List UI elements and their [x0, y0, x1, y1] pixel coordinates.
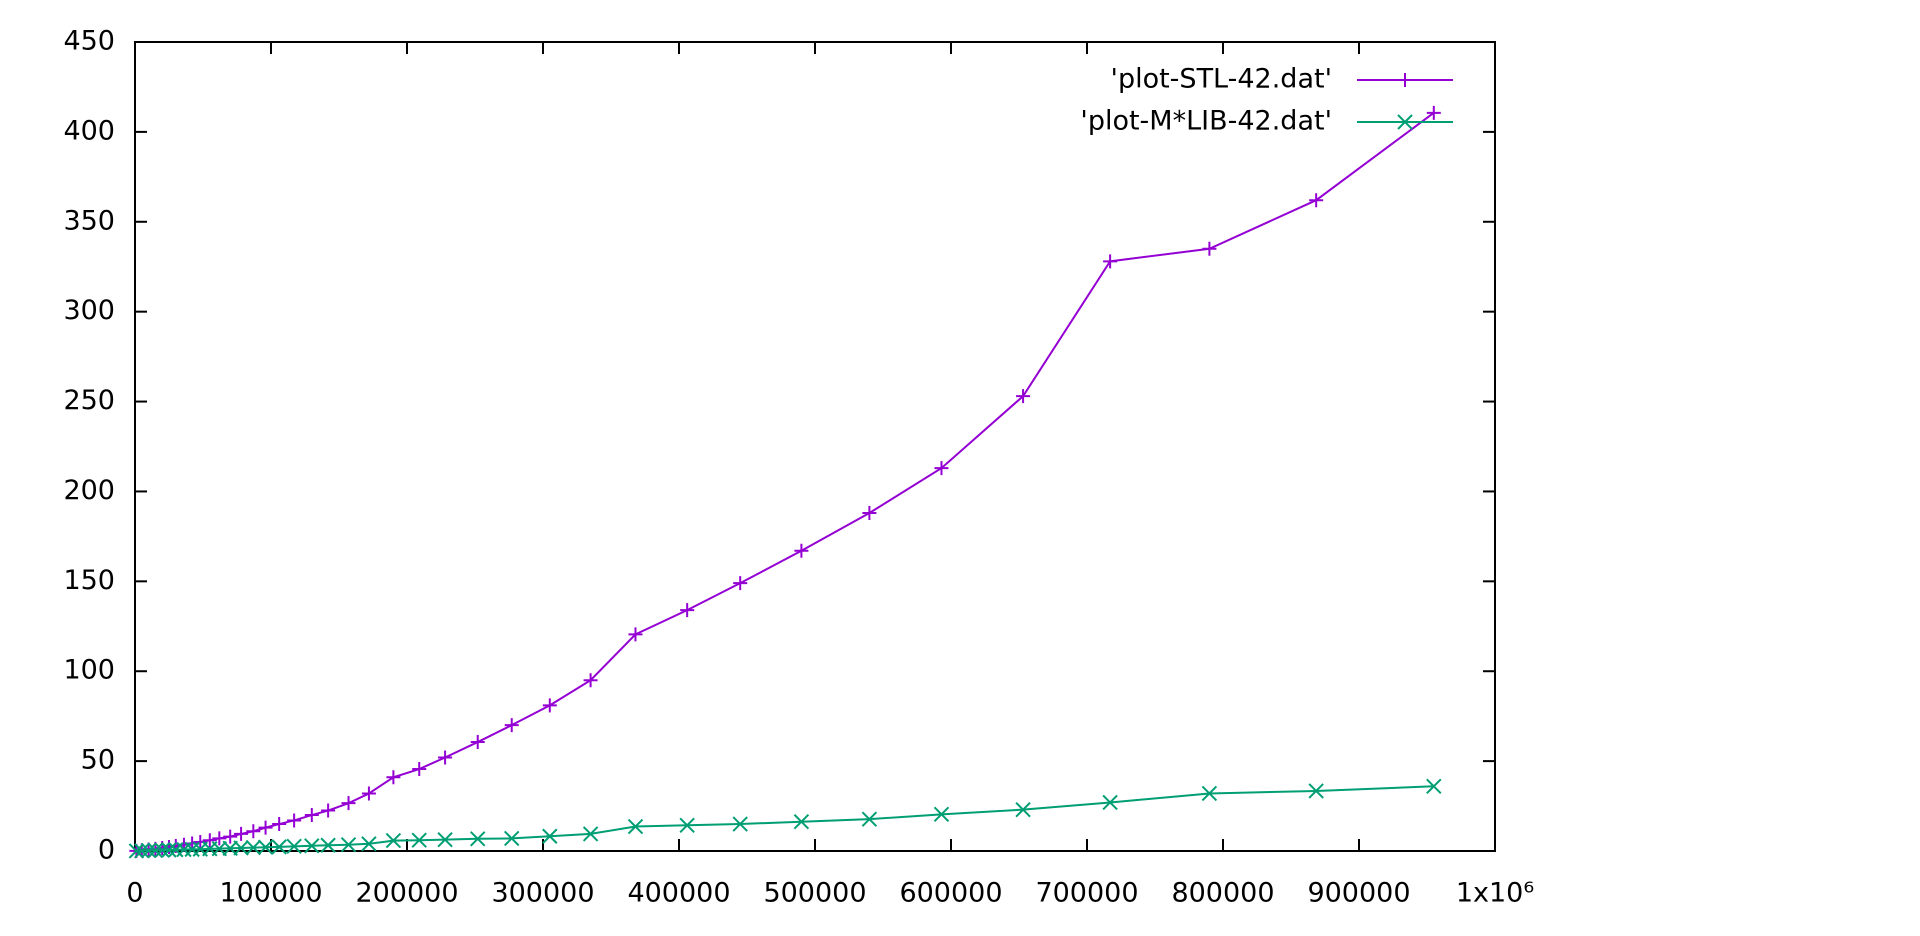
- point-marker: [128, 843, 145, 859]
- x-tick-label: 200000: [355, 878, 458, 909]
- point-marker: [286, 838, 302, 855]
- point-marker: [246, 824, 261, 839]
- point-marker: [193, 835, 208, 850]
- y-tick-label: 250: [63, 385, 115, 416]
- x-tick-label: 600000: [899, 878, 1002, 909]
- point-marker: [583, 673, 598, 688]
- point-marker: [257, 839, 274, 855]
- x-tick-label: 400000: [627, 878, 730, 909]
- point-marker: [862, 506, 877, 521]
- y-tick-label: 100: [63, 655, 115, 686]
- point-marker: [272, 817, 287, 832]
- point-marker: [161, 842, 177, 858]
- point-marker: [933, 806, 950, 823]
- point-marker: [1426, 778, 1442, 794]
- point-marker: [504, 830, 520, 847]
- point-marker: [733, 576, 748, 591]
- point-marker: [934, 461, 949, 476]
- point-marker: [202, 833, 217, 848]
- point-marker: [411, 832, 427, 848]
- point-marker: [140, 842, 157, 859]
- point-marker: [287, 813, 302, 828]
- series-line: [136, 112, 1435, 852]
- x-tick-label: 700000: [1035, 878, 1138, 909]
- point-marker: [234, 826, 249, 841]
- x-tick-label: 1x10⁶: [1456, 878, 1534, 909]
- y-tick-label: 0: [98, 835, 115, 866]
- point-marker: [1309, 193, 1324, 208]
- point-marker: [361, 836, 377, 852]
- x-tick-label: 900000: [1307, 878, 1410, 909]
- point-marker: [627, 818, 644, 835]
- point-marker: [361, 786, 376, 801]
- y-tick-label: 400: [63, 115, 115, 146]
- point-marker: [245, 839, 262, 856]
- point-marker: [223, 829, 238, 844]
- legend-marker: [1397, 114, 1413, 130]
- point-marker: [386, 770, 401, 785]
- point-marker: [321, 803, 336, 818]
- y-tick-label: 300: [63, 295, 115, 326]
- point-marker: [1426, 105, 1441, 120]
- point-marker: [793, 813, 810, 830]
- legend-label: 'plot-M*LIB-42.dat': [1080, 106, 1332, 137]
- point-marker: [1202, 241, 1217, 256]
- x-tick-label: 100000: [219, 878, 322, 909]
- x-tick-label: 300000: [491, 878, 594, 909]
- point-marker: [861, 811, 878, 827]
- point-marker: [470, 735, 485, 750]
- point-marker: [582, 826, 599, 842]
- series-line: [136, 785, 1434, 852]
- x-tick-label: 800000: [1171, 878, 1274, 909]
- point-marker: [341, 796, 356, 811]
- plot-border: [134, 41, 1496, 852]
- legend-marker: [1398, 73, 1412, 87]
- point-marker: [1015, 801, 1031, 818]
- point-marker: [1016, 389, 1031, 404]
- point-marker: [679, 817, 695, 833]
- point-marker: [1308, 783, 1324, 799]
- point-marker: [233, 840, 249, 856]
- point-marker: [304, 838, 320, 854]
- point-marker: [1201, 785, 1218, 802]
- point-marker: [134, 843, 150, 859]
- point-marker: [680, 603, 695, 618]
- y-tick-label: 200: [63, 475, 115, 506]
- point-marker: [385, 832, 402, 849]
- point-marker: [470, 831, 486, 847]
- point-marker: [412, 762, 427, 777]
- x-tick-label: 0: [126, 878, 143, 909]
- point-marker: [304, 808, 319, 823]
- point-marker: [147, 842, 164, 859]
- point-marker: [542, 698, 557, 713]
- point-marker: [212, 831, 227, 846]
- point-marker: [154, 842, 170, 858]
- point-marker: [504, 718, 519, 733]
- point-marker: [438, 750, 453, 765]
- point-marker: [1103, 254, 1118, 269]
- y-tick-label: 150: [63, 565, 115, 596]
- point-marker: [542, 828, 558, 844]
- point-marker: [628, 627, 643, 642]
- point-marker: [320, 837, 336, 853]
- x-tick-label: 500000: [763, 878, 866, 909]
- y-tick-label: 450: [63, 26, 115, 57]
- point-marker: [732, 816, 748, 832]
- point-marker: [794, 543, 809, 558]
- point-marker: [437, 831, 453, 848]
- point-marker: [340, 837, 357, 853]
- y-tick-label: 50: [81, 745, 115, 776]
- point-marker: [1102, 794, 1118, 811]
- y-tick-label: 350: [63, 205, 115, 236]
- legend-label: 'plot-STL-42.dat': [1111, 64, 1332, 95]
- point-marker: [258, 820, 273, 835]
- point-marker: [271, 839, 287, 855]
